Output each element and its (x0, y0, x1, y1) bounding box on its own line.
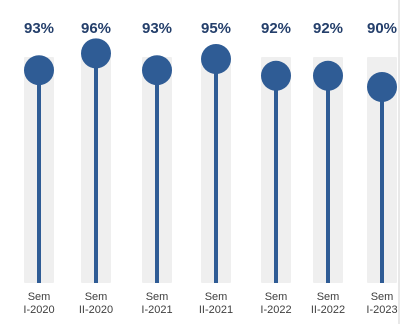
value-label: 95% (201, 20, 231, 37)
x-tick-label: Sem (146, 291, 169, 303)
value-label: 93% (24, 20, 54, 37)
x-tick-label: Sem (85, 291, 108, 303)
value-label: 92% (313, 20, 343, 37)
x-tick-label: I-2022 (260, 304, 291, 316)
x-tick-label: Sem (28, 291, 51, 303)
x-tick-label: Sem (317, 291, 340, 303)
x-tick-label: II-2021 (199, 304, 233, 316)
lollipop-marker (81, 38, 111, 69)
x-tick-label: II-2022 (311, 304, 345, 316)
value-label: 96% (81, 20, 111, 37)
value-label: 93% (142, 20, 172, 37)
lollipop-marker (142, 55, 172, 86)
value-label: 92% (261, 20, 291, 37)
value-label: 90% (367, 20, 397, 37)
lollipop-marker (367, 72, 397, 102)
lollipop-marker (24, 55, 54, 86)
x-tick-label: Sem (205, 291, 228, 303)
x-tick-label: I-2023 (366, 304, 397, 316)
x-tick-label: Sem (371, 291, 394, 303)
x-tick-label: I-2020 (23, 304, 54, 316)
x-tick-label: Sem (265, 291, 288, 303)
lollipop-marker (313, 60, 343, 91)
lollipop-marker (201, 44, 231, 74)
x-tick-label: II-2020 (79, 304, 113, 316)
x-tick-label: I-2021 (141, 304, 172, 316)
lollipop-marker (261, 60, 291, 91)
